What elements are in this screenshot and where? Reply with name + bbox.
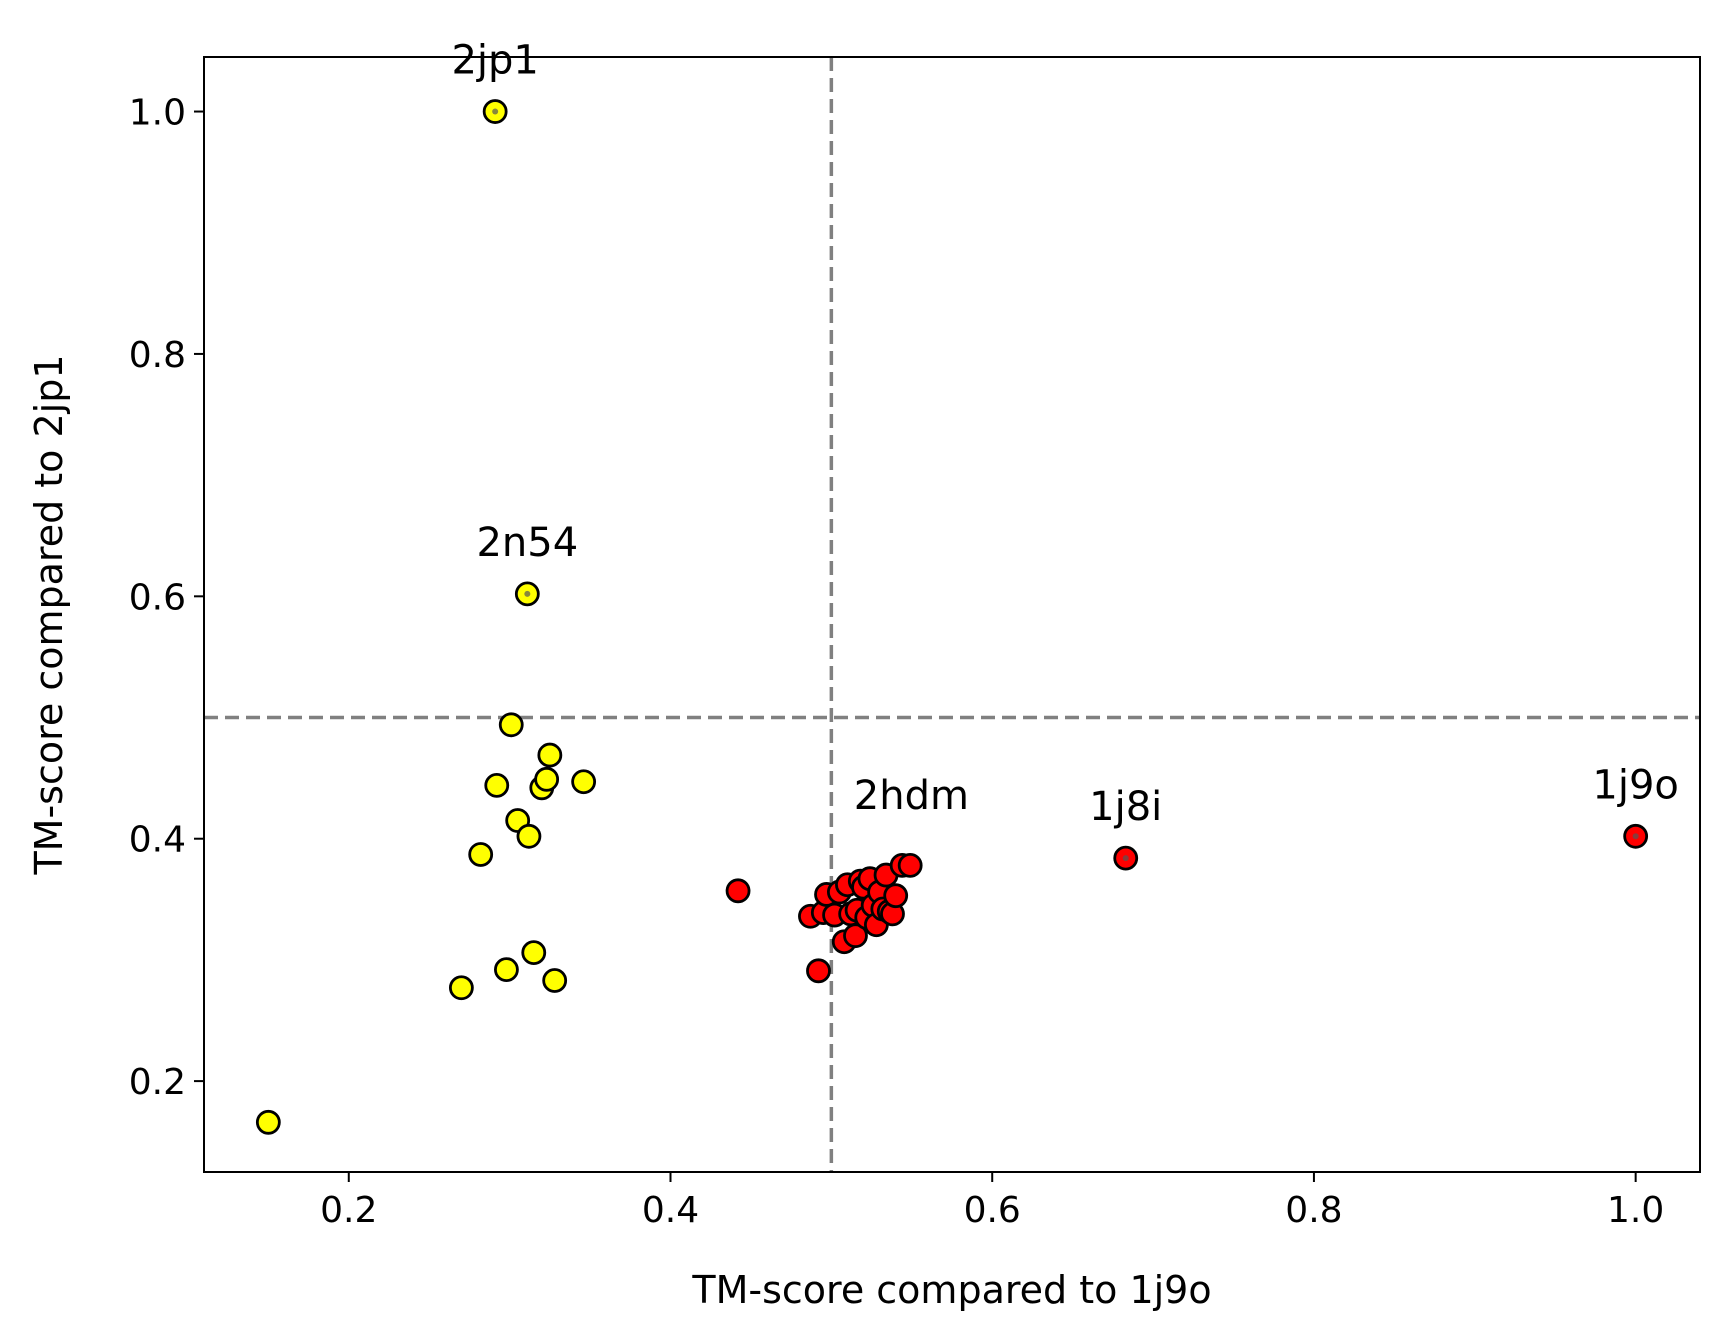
- x-tick-label: 0.6: [964, 1190, 1021, 1231]
- y-axis-label: TM-score compared to 2jp1: [27, 354, 71, 875]
- x-axis-label: TM-score compared to 1j9o: [691, 1268, 1211, 1312]
- data-point: [448, 975, 474, 1001]
- point-annotations: 2jp1 2n54 2hdm 1j8i 1j9o: [451, 38, 1678, 831]
- data-point: [843, 923, 868, 949]
- data-point: [725, 878, 751, 904]
- data-point: [534, 766, 560, 792]
- data-point: [806, 958, 831, 984]
- y-tick-label: 0.8: [129, 335, 186, 376]
- data-point: [494, 957, 519, 983]
- data-point: [484, 772, 510, 798]
- annotation-label: 1j9o: [1592, 762, 1678, 808]
- data-point: [897, 852, 923, 878]
- data-point: [537, 742, 563, 768]
- data-point: [498, 712, 524, 738]
- plot-frame: [203, 56, 1701, 1173]
- data-point: [571, 769, 597, 795]
- reference-marker: [492, 108, 499, 115]
- data-point: [883, 883, 909, 909]
- x-tick-label: 0.2: [320, 1190, 377, 1231]
- data-point: [255, 1109, 281, 1135]
- x-tick-label: 0.8: [1285, 1190, 1342, 1231]
- y-tick-label: 0.6: [129, 577, 186, 618]
- reference-marker: [1122, 855, 1129, 862]
- annotation-label: 2hdm: [854, 773, 969, 819]
- data-point: [542, 968, 568, 993]
- reference-marker: [1632, 833, 1639, 840]
- y-tick-label: 0.4: [129, 820, 186, 861]
- data-point: [521, 940, 547, 966]
- annotation-label: 1j8i: [1089, 784, 1162, 830]
- y-tick-label: 1.0: [129, 93, 186, 134]
- y-tick-label: 0.2: [129, 1062, 186, 1103]
- x-tick-label: 1.0: [1607, 1190, 1664, 1231]
- data-points: [255, 99, 1649, 1135]
- y-axis-ticks: 0.2 0.4 0.6 0.8 1.0: [129, 93, 204, 1103]
- x-axis-ticks: 0.2 0.4 0.6 0.8 1.0: [320, 1172, 1664, 1231]
- annotation-label: 2n54: [476, 520, 578, 566]
- data-point: [468, 842, 494, 867]
- annotation-label: 2jp1: [451, 38, 538, 84]
- reference-marker: [524, 590, 531, 597]
- data-point: [516, 823, 542, 849]
- reference-lines: [204, 57, 1700, 1172]
- x-tick-label: 0.4: [642, 1190, 699, 1231]
